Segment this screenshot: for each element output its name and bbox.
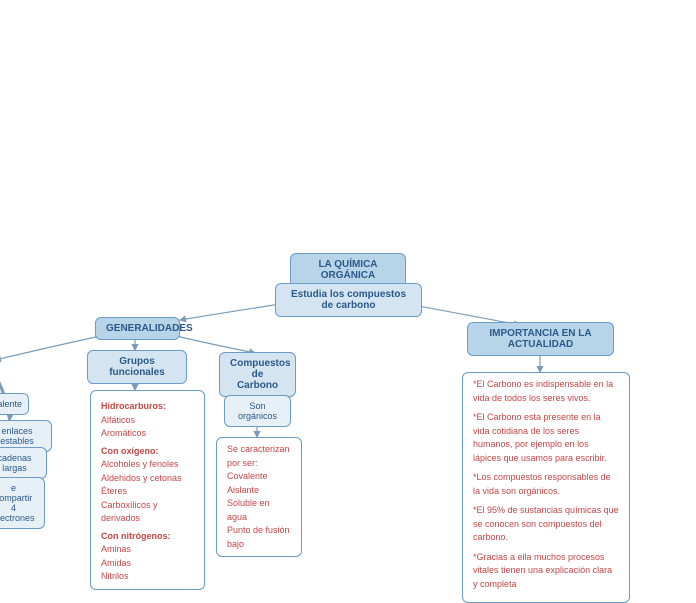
root-label: LA QUÍMICA ORGÁNICA xyxy=(318,259,377,281)
leaf-valente: valente xyxy=(0,393,29,415)
importance-detail: *El Carbono es indispensable en la vida … xyxy=(462,372,630,603)
study-node: Estudia los compuestos de carbono xyxy=(275,283,422,317)
compuestos-label: Compuestos de Carbono xyxy=(230,358,291,391)
importance-label: IMPORTANCIA EN LA ACTUALIDAD xyxy=(489,328,591,350)
general-node: GENERALIDADES xyxy=(95,317,180,340)
grupos-node: Grupos funcionales xyxy=(87,350,187,384)
leaf-cadenas: cadenas largas xyxy=(0,447,47,479)
study-label: Estudia los compuestos de carbono xyxy=(291,289,406,311)
grupos-label: Grupos funcionales xyxy=(109,356,165,378)
grupos-detail: Hidrocarburos:AlfáticosAromáticosCon oxí… xyxy=(90,390,205,590)
caracterizan-detail: Se caracterizanpor ser:CovalenteAislante… xyxy=(216,437,302,557)
general-label: GENERALIDADES xyxy=(106,323,193,334)
root-node: LA QUÍMICA ORGÁNICA xyxy=(290,253,406,287)
importance-node: IMPORTANCIA EN LA ACTUALIDAD xyxy=(467,322,614,356)
organicos-label: Son orgánicos xyxy=(238,401,277,421)
leaf-compartir: e compartir 4 electrones xyxy=(0,477,45,529)
organicos-node: Son orgánicos xyxy=(224,395,291,427)
compuestos-node: Compuestos de Carbono xyxy=(219,352,296,397)
